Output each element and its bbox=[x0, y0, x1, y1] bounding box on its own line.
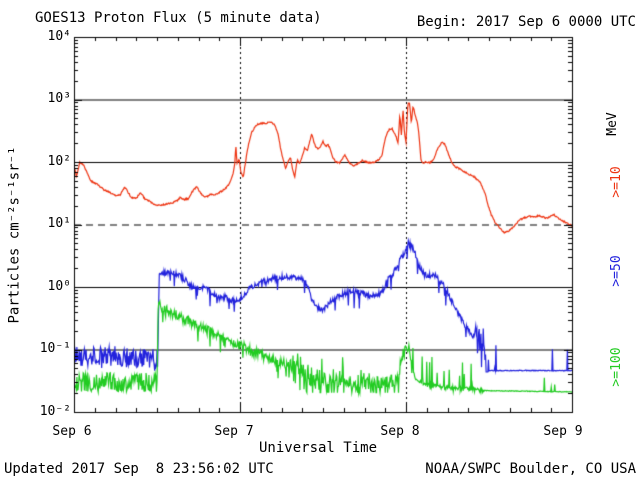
y-tick-1e0: 10⁰ bbox=[47, 279, 71, 294]
legend-ge50-mev: >=50 bbox=[609, 255, 624, 287]
source-credit: NOAA/SWPC Boulder, CO USA bbox=[425, 461, 636, 477]
x-tick-sep6: Sep 6 bbox=[52, 424, 92, 439]
y-tick-1e3: 10³ bbox=[47, 91, 71, 106]
page-title: GOES13 Proton Flux (5 minute data) bbox=[35, 10, 322, 26]
legend-ge100-mev: >=100 bbox=[609, 347, 624, 387]
y-tick-1e1: 10¹ bbox=[47, 216, 71, 231]
y-tick-1e-1: 10⁻¹ bbox=[39, 341, 71, 356]
updated-timestamp: Updated 2017 Sep 8 23:56:02 UTC bbox=[4, 461, 274, 477]
legend-ge10-mev: >=10 bbox=[609, 166, 624, 198]
y-axis-label: Particles cm⁻²s⁻¹sr⁻¹ bbox=[6, 146, 23, 324]
x-tick-sep9: Sep 9 bbox=[543, 424, 583, 439]
x-tick-sep8: Sep 8 bbox=[380, 424, 420, 439]
right-axis-units-label: MeV bbox=[605, 112, 620, 136]
y-tick-1e-2: 10⁻² bbox=[39, 404, 71, 419]
y-tick-1e2: 10² bbox=[47, 154, 71, 169]
y-tick-1e4: 10⁴ bbox=[47, 29, 71, 44]
x-axis-label: Universal Time bbox=[258, 440, 378, 456]
x-tick-sep7: Sep 7 bbox=[214, 424, 254, 439]
begin-timestamp: Begin: 2017 Sep 6 0000 UTC bbox=[416, 14, 636, 30]
